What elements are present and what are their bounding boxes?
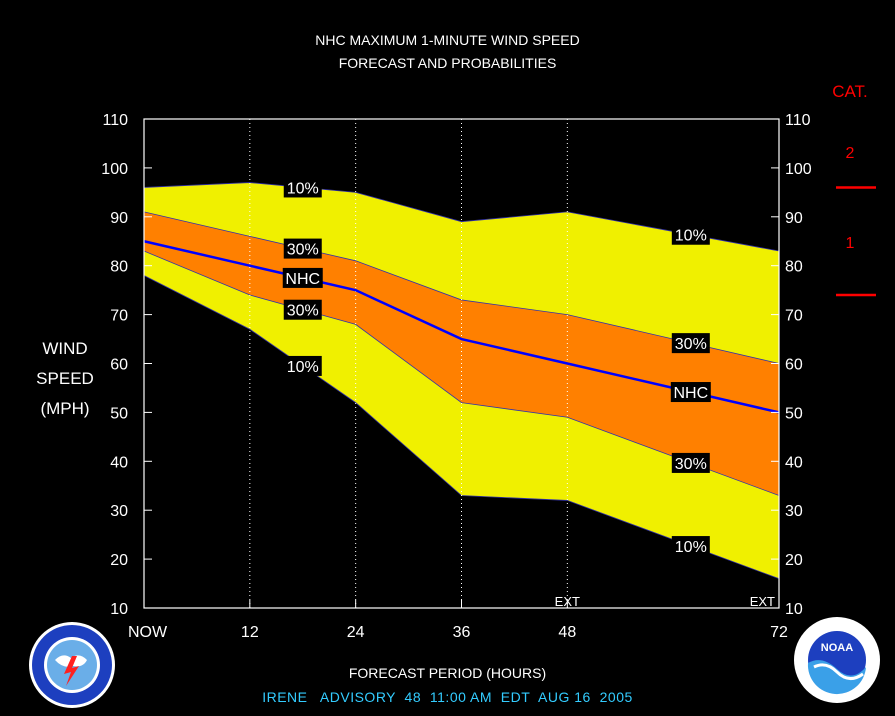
series-label-0-0: 10% (287, 180, 319, 197)
y-tick-label-left-20: 20 (110, 552, 128, 569)
series-label-box-0-0 (283, 177, 322, 198)
series-label-4-1: 10% (675, 539, 707, 556)
x-tick-label-36: 36 (453, 624, 471, 641)
y-tick-label-left-100: 100 (101, 161, 128, 178)
series-label-3-1: 30% (675, 456, 707, 473)
category-label-2: 2 (846, 145, 855, 162)
advisory-footer: IRENE ADVISORY 48 11:00 AM EDT AUG 16 20… (0, 689, 895, 705)
y-tick-label-left-30: 30 (110, 503, 128, 520)
nhc-forecast-line (143, 240, 780, 414)
series-label-box-4-1 (671, 536, 710, 557)
series-label-box-3-1 (671, 452, 710, 473)
x-axis-label: FORECAST PERIOD (HOURS) (348, 665, 547, 681)
series-label-4-0: 10% (287, 359, 319, 376)
series-line-4 (143, 275, 780, 580)
category-label-1: 1 (846, 235, 855, 252)
y-tick-label-left-110: 110 (102, 112, 128, 129)
ext-label-48: EXT (555, 594, 580, 609)
series-label-1-0: 30% (287, 242, 319, 259)
y-tick-label-right-30: 30 (785, 503, 803, 520)
x-tick-label-72: 72 (770, 624, 788, 641)
advisory-text: ADVISORY 48 11:00 AM EDT AUG 16 2005 (319, 689, 633, 705)
series-label-box-2-1 (670, 382, 711, 403)
y-tick-label-left-90: 90 (110, 210, 128, 227)
series-label-1-1: 30% (675, 336, 707, 353)
x-tick-label-NOW: NOW (128, 624, 168, 641)
chart-title-line1: NHC MAXIMUM 1-MINUTE WIND SPEED (315, 32, 580, 48)
svg-text:NOAA: NOAA (821, 642, 853, 654)
series-label-box-0-1 (671, 224, 710, 245)
y-tick-label-left-50: 50 (110, 405, 128, 422)
y-tick-label-right-50: 50 (785, 405, 803, 422)
series-label-0-1: 10% (675, 228, 707, 245)
series-label-box-4-0 (283, 355, 322, 376)
y-tick-label-right-20: 20 (785, 552, 803, 569)
y-tick-label-right-100: 100 (785, 161, 812, 178)
noaa-logo-icon: NOAA (794, 617, 880, 703)
y-axis-label-line1: WIND (42, 339, 88, 358)
series-label-box-2-0 (282, 267, 323, 288)
y-tick-label-right-90: 90 (785, 210, 803, 227)
y-tick-label-right-80: 80 (785, 259, 803, 276)
y-tick-label-left-80: 80 (110, 259, 128, 276)
series-label-3-0: 30% (287, 303, 319, 320)
series-line-1 (143, 211, 780, 364)
y-tick-label-left-40: 40 (110, 454, 128, 471)
y-tick-label-right-40: 40 (785, 454, 803, 471)
chart-title-line2: FORECAST AND PROBABILITIES (338, 55, 557, 71)
x-tick-label-24: 24 (347, 624, 365, 641)
y-tick-label-right-70: 70 (785, 308, 803, 325)
x-tick-label-12: 12 (241, 624, 259, 641)
series-line-0 (143, 182, 780, 252)
y-tick-label-left-70: 70 (110, 308, 128, 325)
series-label-2-0: NHC (285, 271, 320, 288)
storm-name: IRENE (262, 689, 308, 705)
series-label-box-3-0 (283, 299, 322, 320)
y-tick-label-left-60: 60 (110, 357, 128, 374)
series-label-box-1-1 (671, 333, 710, 354)
y-tick-label-right-110: 110 (785, 112, 811, 129)
series-line-3 (143, 250, 780, 496)
nws-logo-icon (29, 622, 115, 708)
y-tick-label-left-10: 10 (110, 601, 128, 618)
y-axis-label-line3: (MPH) (40, 399, 90, 418)
x-tick-label-48: 48 (558, 624, 576, 641)
y-axis-label-line2: SPEED (36, 369, 94, 388)
category-title: CAT. (832, 82, 868, 101)
ext-label-72: EXT (750, 594, 775, 609)
y-tick-label-right-60: 60 (785, 357, 803, 374)
series-label-2-1: NHC (673, 385, 708, 402)
series-label-box-1-0 (283, 238, 322, 259)
y-tick-label-right-10: 10 (785, 601, 803, 618)
